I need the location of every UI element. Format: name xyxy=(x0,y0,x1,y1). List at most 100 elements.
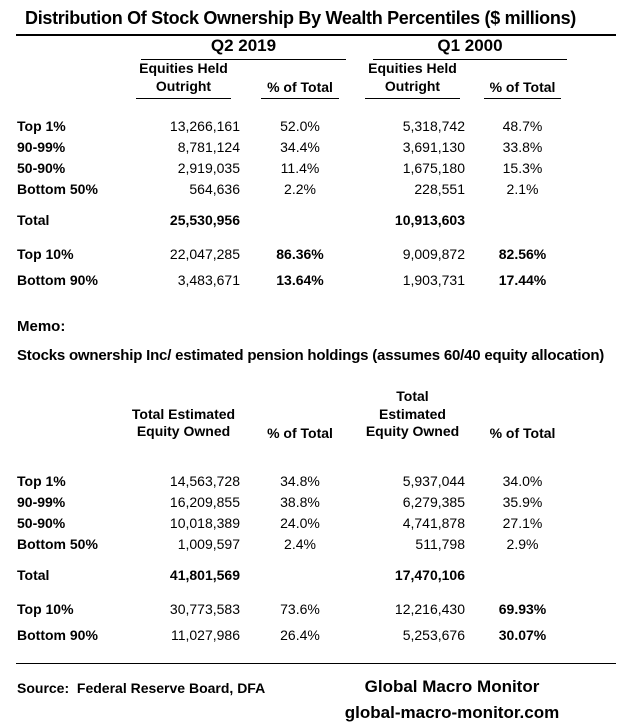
page-title: Distribution Of Stock Ownership By Wealt… xyxy=(16,8,616,36)
cell-pct: 11.4% xyxy=(280,160,320,176)
cell-amount: 1,903,731 xyxy=(402,272,465,288)
brand-name: Global Macro Monitor xyxy=(364,676,540,696)
period-header-q1-2000: Q1 2000 xyxy=(373,36,567,60)
cell-pct: 15.3% xyxy=(502,160,543,176)
cell-amount: 1,675,180 xyxy=(402,160,465,176)
cell-pct: 13.64% xyxy=(276,272,324,288)
cell-amount: 17,470,106 xyxy=(394,566,465,583)
cell-amount: 9,009,872 xyxy=(402,246,465,262)
cell-amount: 228,551 xyxy=(414,181,465,197)
table-row: 50-90% 10,018,389 24.0% 4,741,878 27.1% xyxy=(17,510,580,531)
cell-amount: 10,913,603 xyxy=(394,212,465,228)
cell-label: Total xyxy=(17,212,50,228)
column-header-row: Total Estimated Equity Owned % of Total T… xyxy=(17,388,580,444)
cell-pct: 24.0% xyxy=(280,514,320,531)
cell-pct: 2.1% xyxy=(506,181,539,197)
cell-amount: 6,279,385 xyxy=(402,493,465,510)
cell-amount: 1,009,597 xyxy=(177,535,240,552)
summary-row: Top 10% 30,773,583 73.6% 12,216,430 69.9… xyxy=(17,591,580,617)
column-header-equities-held-outright: Equities Held Outright xyxy=(365,60,460,99)
cell-amount: 14,563,728 xyxy=(169,472,240,489)
cell-label: Bottom 50% xyxy=(17,181,98,197)
cell-amount: 25,530,956 xyxy=(169,212,240,228)
cell-amount: 13,266,161 xyxy=(169,118,240,134)
cell-amount: 3,483,671 xyxy=(177,272,240,288)
cell-amount: 5,318,742 xyxy=(402,118,465,134)
source-note: Source: Federal Reserve Board, DFA xyxy=(17,679,266,696)
cell-amount: 11,027,986 xyxy=(170,626,240,643)
cell-amount: 22,047,285 xyxy=(169,246,240,262)
cell-label: 90-99% xyxy=(17,139,66,155)
column-header-pct-of-total: % of Total xyxy=(261,79,339,99)
cell-pct: 17.44% xyxy=(498,272,547,288)
cell-pct: 69.93% xyxy=(498,600,547,617)
cell-amount: 3,691,130 xyxy=(402,139,465,155)
table-row: Bottom 50% 1,009,597 2.4% 511,798 2.9% xyxy=(17,531,580,552)
cell-amount: 564,636 xyxy=(189,181,240,197)
cell-pct: 35.9% xyxy=(502,493,543,510)
column-header-total-estimated-equity-owned: Total Estimated Equity Owned xyxy=(131,405,236,440)
cell-label: Total xyxy=(17,566,50,583)
period-header-row: Q2 2019 Q1 2000 xyxy=(17,36,580,60)
cell-label: Top 10% xyxy=(17,246,74,262)
cell-pct: 2.4% xyxy=(284,535,316,552)
cell-pct: 26.4% xyxy=(280,626,320,643)
cell-pct: 73.6% xyxy=(280,600,320,617)
table-row: Top 1% 13,266,161 52.0% 5,318,742 48.7% xyxy=(17,113,580,134)
brand-website: global-macro-monitor.com xyxy=(344,702,560,722)
cell-pct: 2.2% xyxy=(284,181,316,197)
cell-pct: 27.1% xyxy=(502,514,543,531)
table-row: Bottom 50% 564,636 2.2% 228,551 2.1% xyxy=(17,176,580,197)
ownership-table: Q2 2019 Q1 2000 Equities Held Outright % … xyxy=(17,36,580,288)
table-row: 90-99% 8,781,124 34.4% 3,691,130 33.8% xyxy=(17,134,580,155)
cell-label: Top 1% xyxy=(17,472,66,489)
cell-label: 50-90% xyxy=(17,160,66,176)
cell-pct: 52.0% xyxy=(280,118,320,134)
brand-block: Global Macro Monitor global-macro-monito… xyxy=(317,677,587,723)
cell-amount: 41,801,569 xyxy=(169,566,240,583)
cell-pct: 30.07% xyxy=(498,626,547,643)
total-row: Total 25,530,956 10,913,603 xyxy=(17,207,580,228)
column-header-equities-held-outright: Equities Held Outright xyxy=(136,60,231,99)
table-row: Top 1% 14,563,728 34.8% 5,937,044 34.0% xyxy=(17,468,580,489)
cell-label: 50-90% xyxy=(17,514,66,531)
cell-pct: 82.56% xyxy=(498,246,547,262)
cell-pct: 48.7% xyxy=(502,118,543,134)
cell-pct: 34.8% xyxy=(280,472,320,489)
cell-pct: 33.8% xyxy=(502,139,543,155)
period-header-q2-2019: Q2 2019 xyxy=(140,36,347,60)
column-header-row: Equities Held Outright % of Total Equitie… xyxy=(17,60,580,99)
cell-label: Bottom 50% xyxy=(17,535,98,552)
cell-amount: 30,773,583 xyxy=(169,600,240,617)
cell-amount: 10,018,389 xyxy=(169,514,240,531)
cell-label: Top 10% xyxy=(17,600,74,617)
cell-pct: 34.4% xyxy=(280,139,320,155)
cell-pct: 86.36% xyxy=(276,246,324,262)
cell-amount: 2,919,035 xyxy=(177,160,240,176)
footer-divider xyxy=(16,662,616,664)
cell-amount: 12,216,430 xyxy=(394,600,465,617)
cell-amount: 8,781,124 xyxy=(177,139,240,155)
table-row: 90-99% 16,209,855 38.8% 6,279,385 35.9% xyxy=(17,489,580,510)
memo-label: Memo: xyxy=(17,318,66,335)
pension-table: Total Estimated Equity Owned % of Total T… xyxy=(17,388,580,643)
cell-label: Top 1% xyxy=(17,118,66,134)
memo-note: Stocks ownership Inc/ estimated pension … xyxy=(17,347,605,364)
cell-label: 90-99% xyxy=(17,493,66,510)
cell-label: Bottom 90% xyxy=(17,272,98,288)
cell-amount: 4,741,878 xyxy=(402,514,465,531)
cell-pct: 38.8% xyxy=(280,493,320,510)
total-row: Total 41,801,569 17,470,106 xyxy=(17,562,580,583)
cell-amount: 511,798 xyxy=(415,535,465,552)
cell-amount: 16,209,855 xyxy=(169,493,240,510)
cell-amount: 5,253,676 xyxy=(402,626,465,643)
cell-pct: 2.9% xyxy=(506,535,539,552)
footer: Source: Federal Reserve Board, DFA Globa… xyxy=(17,677,615,723)
column-header-pct-of-total: % of Total xyxy=(489,424,556,441)
column-header-pct-of-total: % of Total xyxy=(267,424,333,441)
column-header-total-estimated-equity-owned: Total Estimated Equity Owned xyxy=(365,388,460,439)
cell-pct: 34.0% xyxy=(502,472,543,489)
summary-row: Bottom 90% 11,027,986 26.4% 5,253,676 30… xyxy=(17,617,580,643)
summary-row: Top 10% 22,047,285 86.36% 9,009,872 82.5… xyxy=(17,236,580,262)
